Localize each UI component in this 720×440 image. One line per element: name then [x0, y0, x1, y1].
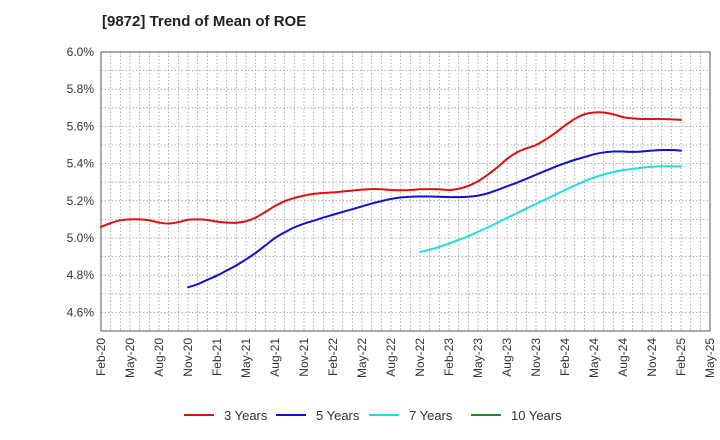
chart-title: [9872] Trend of Mean of ROE: [102, 13, 307, 30]
x-axis: Feb-20 May-20 Aug-20 Nov-20 Feb-21 May-21 Aug-…: [94, 338, 717, 378]
x-tick-label: Aug-21: [268, 338, 282, 377]
x-tick-label: Feb-21: [210, 338, 224, 376]
y-tick-label: 6.0%: [67, 45, 95, 59]
x-tick-label: Feb-22: [326, 338, 340, 376]
x-tick-label: Aug-20: [152, 338, 166, 377]
x-tick-label: Nov-24: [645, 338, 659, 377]
series-line-7-years: [419, 165, 682, 253]
legend-label-3-years: 3 Years: [224, 408, 268, 423]
x-tick-label: May-21: [239, 338, 253, 378]
legend-label-10-years: 10 Years: [511, 408, 562, 423]
x-tick-label: Nov-21: [297, 338, 311, 377]
x-tick-label: Aug-23: [500, 338, 514, 377]
x-tick-label: Feb-23: [442, 338, 456, 376]
y-tick-label: 5.8%: [67, 82, 95, 96]
x-tick-label: May-23: [471, 338, 485, 378]
x-tick-label: May-20: [123, 338, 137, 378]
plot-area-frame: [100, 51, 711, 332]
x-tick-label: Aug-22: [384, 338, 398, 377]
x-tick-label: Aug-24: [616, 338, 630, 377]
y-axis: 4.6% 4.8% 5.0% 5.2% 5.4% 5.6% 5.8% 6.0%: [67, 45, 95, 319]
x-tick-label: May-24: [587, 338, 601, 378]
x-tick-label: Feb-25: [674, 338, 688, 376]
legend-label-7-years: 7 Years: [409, 408, 453, 423]
y-tick-label: 5.0%: [67, 231, 95, 245]
series-lines: [100, 111, 682, 289]
y-tick-label: 5.2%: [67, 194, 95, 208]
x-tick-label: May-22: [355, 338, 369, 378]
x-tick-label: May-25: [703, 338, 717, 378]
y-tick-label: 4.6%: [67, 305, 95, 319]
y-tick-label: 5.4%: [67, 157, 95, 171]
x-tick-label: Feb-24: [558, 338, 572, 376]
x-tick-label: Nov-22: [413, 338, 427, 377]
x-tick-label: Feb-20: [94, 338, 108, 376]
y-tick-label: 5.6%: [67, 119, 95, 133]
grid: [101, 52, 710, 331]
y-tick-label: 4.8%: [67, 268, 95, 282]
series-line-3-years: [100, 111, 682, 228]
x-tick-label: Nov-20: [181, 338, 195, 377]
legend: 3 Years 5 Years 7 Years 10 Years: [184, 408, 562, 423]
series-line-5-years: [187, 148, 682, 289]
legend-label-5-years: 5 Years: [316, 408, 360, 423]
x-tick-label: Nov-23: [529, 338, 543, 377]
